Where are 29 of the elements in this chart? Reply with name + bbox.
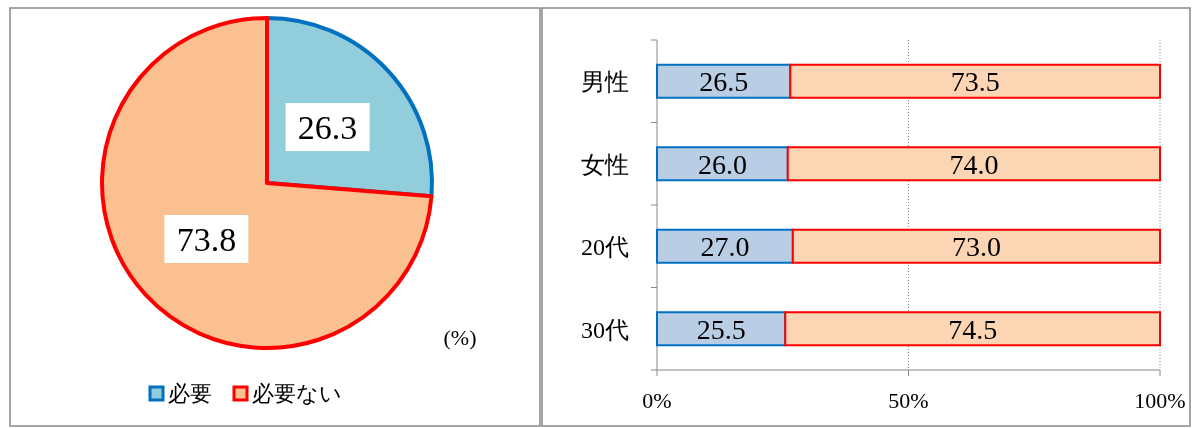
data-label: 73.5 xyxy=(950,66,1000,98)
data-label: 74.0 xyxy=(949,148,999,180)
y-tick-label: 30代 xyxy=(581,316,629,343)
data-label: 73.0 xyxy=(951,231,1001,263)
data-label: 73.8 xyxy=(176,220,237,258)
bar xyxy=(656,63,792,99)
y-tick-label: 男性 xyxy=(581,69,629,96)
y-tick-label: 20代 xyxy=(581,234,629,261)
bar xyxy=(656,146,789,182)
bar xyxy=(656,228,794,264)
bar xyxy=(789,63,1161,99)
data-label: 26.3 xyxy=(297,109,358,147)
legend-label: 必要ない xyxy=(252,381,342,406)
x-tick-label: 50% xyxy=(888,388,929,413)
bar xyxy=(786,146,1161,182)
x-tick-label: 0% xyxy=(642,388,672,413)
text: (%) xyxy=(443,325,477,350)
legend-label: 必要 xyxy=(168,381,212,406)
pie-slice xyxy=(100,16,434,350)
bar xyxy=(791,228,1161,264)
data-label: 26.5 xyxy=(699,66,749,98)
data-label: 27.0 xyxy=(700,231,750,263)
bar xyxy=(784,311,1161,347)
data-label: 26.0 xyxy=(697,148,747,180)
data-label: 74.5 xyxy=(948,313,998,345)
y-tick-label: 女性 xyxy=(581,151,629,178)
bar xyxy=(656,311,787,347)
data-label: 25.5 xyxy=(696,313,746,345)
x-tick-label: 100% xyxy=(1134,388,1186,413)
